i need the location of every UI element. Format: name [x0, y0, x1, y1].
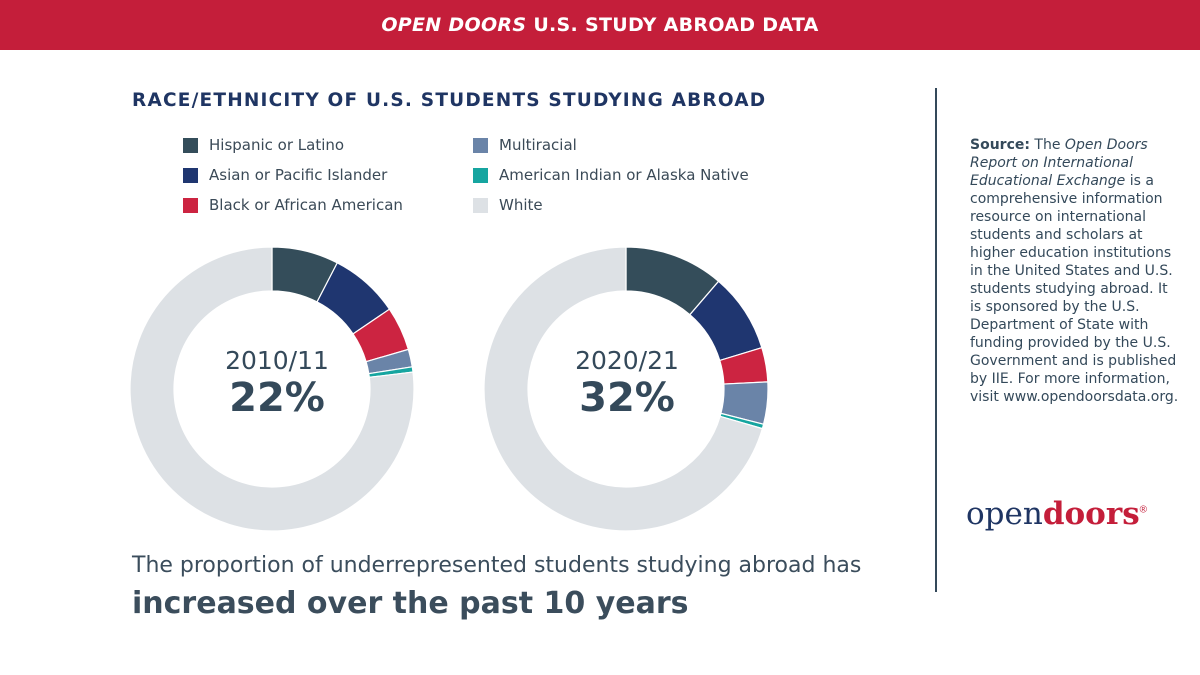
chart-title: RACE/ETHNICITY OF U.S. STUDENTS STUDYING… [132, 90, 767, 111]
logo-text-doors: doors [1042, 496, 1140, 532]
legend-label: Asian or Pacific Islander [209, 166, 388, 184]
logo-text-open: open [966, 496, 1043, 532]
legend-label: American Indian or Alaska Native [499, 166, 749, 184]
donut-2010-year: 2010/11 [225, 346, 329, 375]
donut-2010-label: 2010/11 22% [197, 346, 357, 421]
chart-footnote: The proportion of underrepresented stude… [132, 552, 892, 624]
legend-swatch [473, 197, 488, 213]
source-text: is a comprehensive information resource … [970, 173, 1179, 405]
legend-label: White [499, 196, 543, 214]
legend-label: Black or African American [209, 196, 403, 214]
legend-label: Hispanic or Latino [209, 136, 345, 154]
footnote-line-2: increased over the past 10 years [132, 586, 689, 621]
source-report-name: Open Doors Report on International Educa… [970, 137, 1148, 189]
source-note: Source: The Open Doors Report on Interna… [970, 136, 1180, 406]
donut-2010-percent: 22% [229, 375, 325, 421]
banner-title-italic: OPEN DOORS [381, 14, 527, 36]
source-text-pre: The [1029, 137, 1065, 153]
donut-2020-year: 2020/21 [575, 346, 679, 375]
donut-2020-label: 2020/21 32% [547, 346, 707, 421]
legend-swatch [183, 137, 198, 153]
legend-item: Multiracial [473, 136, 577, 154]
vertical-divider [935, 88, 937, 592]
banner-title: U.S. STUDY ABROAD DATA [533, 14, 819, 36]
opendoors-logo: opendoors® [966, 496, 1147, 532]
legend-item: American Indian or Alaska Native [473, 166, 749, 184]
legend-label: Multiracial [499, 136, 577, 154]
legend-item: Black or African American [183, 196, 403, 214]
header-banner: OPEN DOORS U.S. STUDY ABROAD DATA [0, 0, 1200, 50]
legend-item: Asian or Pacific Islander [183, 166, 387, 184]
source-label: Source: [970, 137, 1030, 153]
legend-item: White [473, 196, 543, 214]
legend-swatch [473, 137, 488, 153]
donut-slice [129, 246, 415, 532]
legend-swatch [183, 197, 198, 213]
logo-registered-mark: ® [1139, 504, 1148, 516]
footnote-line-1: The proportion of underrepresented stude… [132, 553, 862, 578]
legend-swatch [183, 167, 198, 183]
donut-slice [483, 246, 764, 532]
legend-item: Hispanic or Latino [183, 136, 344, 154]
legend-swatch [473, 167, 488, 183]
chart-legend: Hispanic or Latino Asian or Pacific Islan… [183, 136, 783, 226]
donut-2020-percent: 32% [579, 375, 675, 421]
